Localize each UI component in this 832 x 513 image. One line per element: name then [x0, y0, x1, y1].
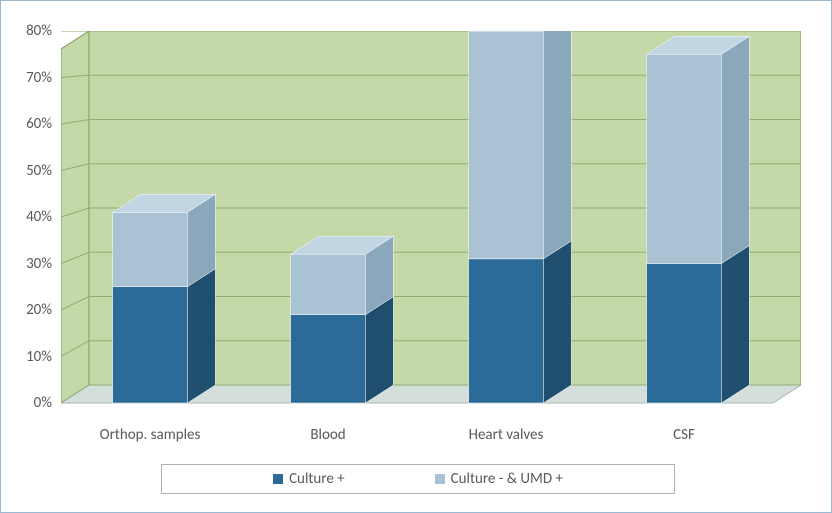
y-tick-label: 10% [26, 348, 52, 366]
legend-label: Culture - & UMD + [451, 470, 563, 488]
x-axis: Orthop. samples Blood Heart valves CSF [61, 426, 801, 451]
legend-swatch [273, 474, 283, 484]
x-tick-label: Orthop. samples [100, 426, 201, 444]
y-tick-label: 60% [26, 115, 52, 133]
y-tick-label: 50% [26, 162, 52, 180]
legend-item: Culture + [273, 470, 345, 488]
legend: Culture + Culture - & UMD + [161, 464, 675, 494]
x-tick-label: CSF [673, 426, 695, 444]
y-tick-label: 80% [26, 22, 52, 40]
x-tick-label: Blood [310, 426, 345, 444]
y-tick-label: 70% [26, 69, 52, 87]
y-tick-label: 40% [26, 208, 52, 226]
plot-svg [61, 31, 801, 421]
legend-swatch [435, 474, 445, 484]
y-tick-label: 0% [34, 394, 52, 412]
plot-area [61, 31, 801, 421]
y-axis: 0%10%20%30%40%50%60%70%80% [1, 31, 56, 421]
y-tick-label: 30% [26, 255, 52, 273]
legend-label: Culture + [289, 470, 345, 488]
y-tick-label: 20% [26, 301, 52, 319]
chart-frame: 0% 10% 20% 30% 40% 50% 60% 70% 80% Orthop. sampl… [0, 0, 832, 513]
x-tick-label: Heart valves [469, 426, 544, 444]
legend-item: Culture - & UMD + [435, 470, 563, 488]
